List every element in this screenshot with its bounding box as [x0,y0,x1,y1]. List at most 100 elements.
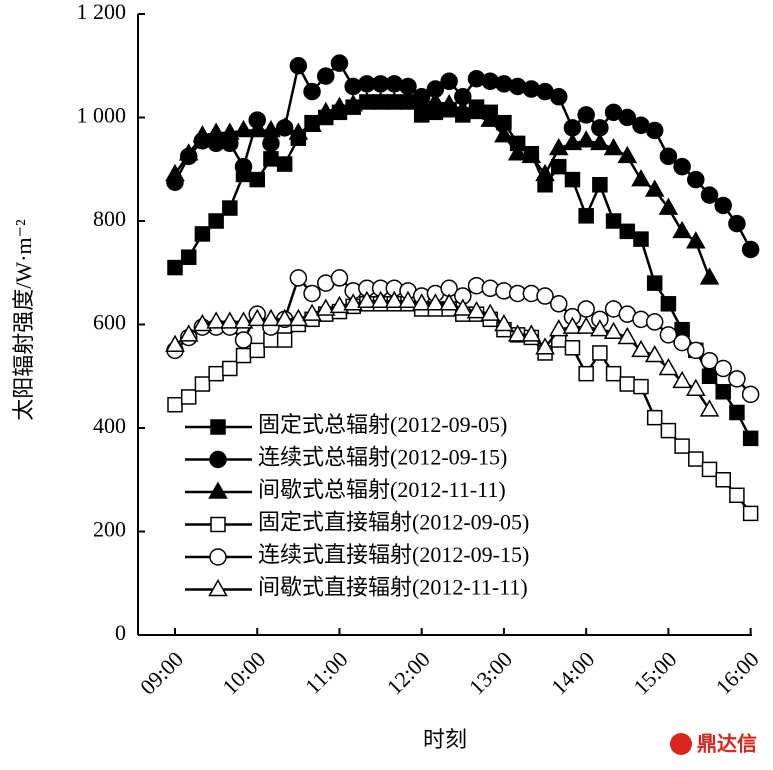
marker [249,171,265,188]
legend-label: 固定式总辐射(2012-09-05) [258,412,507,437]
marker [550,88,568,106]
marker [619,376,636,392]
marker [440,72,458,91]
x-tick-label: 13:00 [464,646,517,699]
marker [330,54,349,72]
x-tick-label: 12:00 [382,646,435,699]
marker [631,169,651,187]
marker [315,298,336,316]
marker [644,179,665,197]
x-tick-label: 11:00 [300,646,353,699]
marker [384,290,405,308]
marker [249,342,265,359]
marker [536,287,554,305]
marker [521,145,542,164]
marker [633,231,649,247]
marker [222,360,238,377]
marker [688,451,704,467]
marker [729,404,745,421]
marker [687,170,705,189]
marker [687,341,705,360]
marker [646,275,663,291]
marker [535,337,555,355]
marker [425,293,446,311]
marker [535,163,555,182]
marker [548,319,569,337]
marker [411,293,432,311]
marker [644,345,665,363]
marker [303,82,321,101]
marker [192,125,213,143]
marker [699,267,720,285]
marker [234,331,253,349]
legend-label: 间歇式直接辐射(2012-11-11) [258,575,528,600]
marker [605,365,622,382]
marker [165,163,185,182]
marker [701,368,718,384]
legend: 固定式总辐射(2012-09-05) 连续式总辐射(2012-09-15) 间歇式总… [185,412,529,600]
marker [507,324,528,342]
marker [562,316,583,334]
marker [605,213,622,229]
marker [658,357,679,376]
marker [633,378,649,395]
marker [329,96,350,114]
marker [411,91,432,109]
marker [384,91,405,109]
marker [603,138,624,156]
marker [180,389,197,405]
marker [729,487,745,504]
marker [209,450,227,469]
marker [220,122,240,140]
series [165,91,720,285]
marker [577,300,595,318]
marker [330,269,349,287]
marker [178,324,199,342]
marker [603,321,624,340]
marker [439,94,459,112]
marker [576,316,596,334]
marker [167,396,183,413]
marker [194,226,211,242]
marker [206,122,226,140]
marker [741,240,760,259]
marker [274,117,295,135]
marker [564,340,581,356]
marker [480,109,501,127]
marker [210,419,226,435]
marker [645,121,664,140]
watermark-icon [670,733,692,755]
marker [686,231,706,249]
marker [289,57,308,75]
marker [276,332,293,348]
marker [343,293,363,311]
marker [741,385,760,404]
marker [167,259,183,276]
marker [645,313,664,331]
marker [494,313,514,332]
marker [302,114,322,133]
marker [413,107,430,123]
marker [439,293,459,311]
marker [577,106,595,124]
marker [233,119,254,138]
marker [208,365,224,382]
marker [398,91,418,109]
marker [699,399,720,417]
marker [521,324,542,342]
marker [617,145,638,164]
marker [208,481,228,499]
marker [728,370,746,388]
marker [234,157,253,176]
legend-label: 间歇式总辐射(2012-11-11) [258,477,506,502]
marker [576,130,596,148]
marker [453,99,473,117]
marker [592,345,608,361]
marker [209,548,227,566]
marker [398,290,418,308]
y-tick-label: 1 000 [77,103,127,128]
x-tick-label: 14:00 [546,646,599,699]
legend-label: 固定式直接辐射(2012-09-05) [258,510,529,535]
marker [728,214,746,233]
